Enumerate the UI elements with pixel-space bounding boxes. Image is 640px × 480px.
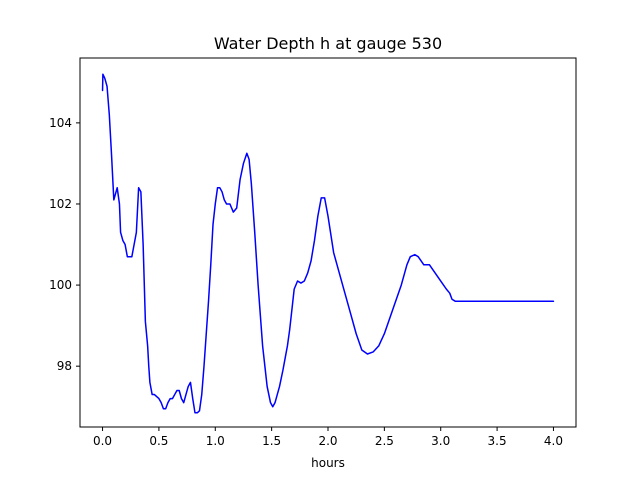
x-tick-label: 3.0 xyxy=(431,434,450,448)
y-tick-label: 100 xyxy=(49,278,72,292)
y-axis-ticks: 98 100 102 104 xyxy=(49,116,80,373)
x-tick-label: 4.0 xyxy=(544,434,563,448)
plot-frame xyxy=(79,57,577,428)
x-tick-label: 0.0 xyxy=(93,434,112,448)
x-tick-label: 2.0 xyxy=(318,434,337,448)
x-axis-label: hours xyxy=(311,456,345,470)
x-tick-label: 0.5 xyxy=(149,434,168,448)
plot-background xyxy=(80,58,576,427)
y-tick-label: 104 xyxy=(49,116,72,130)
plot-area: 0.0 0.5 1.0 1.5 2.0 2.5 3.0 3.5 4.0 98 100 102 104 xyxy=(49,57,577,448)
x-tick-label: 1.5 xyxy=(262,434,281,448)
x-tick-label: 2.5 xyxy=(375,434,394,448)
x-axis-ticks: 0.0 0.5 1.0 1.5 2.0 2.5 3.0 3.5 4.0 xyxy=(93,427,563,448)
series-line xyxy=(101,73,555,414)
x-tick-label: 3.5 xyxy=(488,434,507,448)
x-tick-label: 1.0 xyxy=(206,434,225,448)
chart-title: Water Depth h at gauge 530 xyxy=(214,34,442,53)
y-tick-label: 102 xyxy=(49,197,72,211)
y-tick-label: 98 xyxy=(57,359,72,373)
